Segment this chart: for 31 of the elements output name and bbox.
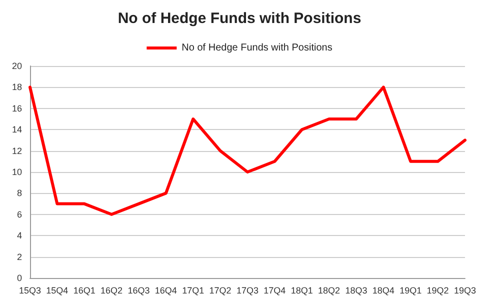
x-tick-label: 17Q4 [264,286,286,296]
y-tick-label: 0 [16,273,22,283]
line-series [28,86,466,216]
x-tick-label: 17Q2 [209,286,232,296]
y-tick-label: 20 [12,61,22,71]
y-tick-label: 4 [16,230,22,241]
x-tick-label: 18Q4 [372,286,394,296]
y-tick-label: 10 [12,167,22,177]
x-tick-label: 19Q2 [426,286,449,296]
x-tick-label: 18Q3 [345,286,368,296]
y-tick-label: 2 [16,252,22,262]
legend-label: No of Hedge Funds with Positions [182,42,332,54]
x-tick-label: 16Q2 [100,286,123,296]
x-tick-label: 16Q3 [128,286,150,296]
x-tick-label: 19Q1 [400,286,422,296]
y-tick-label: 16 [12,103,22,114]
chart-title: No of Hedge Funds with Positions [118,10,362,27]
x-tick-label: 18Q2 [318,286,340,296]
x-tick-label: 17Q1 [182,286,204,296]
y-tick-label: 14 [12,124,22,135]
y-tick-label: 8 [16,188,22,198]
y-tick-label: 18 [12,82,22,92]
y-tick-label: 12 [12,146,22,156]
x-tick-label: 15Q3 [18,286,42,296]
x-tick-label: 19Q3 [454,286,476,296]
x-tick-label: 17Q3 [236,286,259,296]
y-tick-label: 6 [16,209,22,220]
x-tick-label: 18Q1 [290,286,313,296]
x-tick-label: 16Q1 [73,286,96,296]
x-tick-label: 16Q4 [154,286,177,296]
x-tick-label: 15Q4 [46,286,68,296]
